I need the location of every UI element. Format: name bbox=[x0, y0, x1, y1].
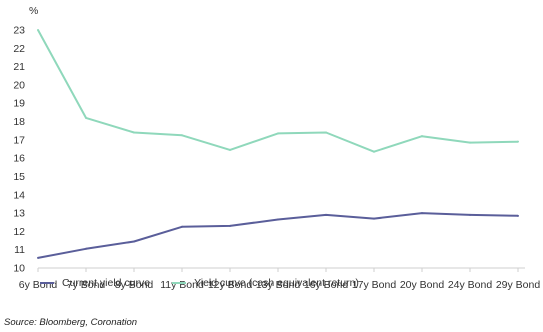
y-tick-label: 16 bbox=[13, 153, 25, 165]
x-tick-label: 11y Bond bbox=[160, 279, 204, 291]
y-tick-label: 23 bbox=[13, 25, 25, 37]
x-tick-label: 8y Bond bbox=[115, 279, 154, 291]
data-point bbox=[181, 225, 183, 228]
data-point bbox=[325, 131, 327, 134]
y-unit-label: % bbox=[29, 5, 38, 17]
data-point bbox=[373, 150, 375, 153]
data-point bbox=[133, 131, 135, 134]
data-point bbox=[421, 135, 423, 138]
legend: Current yield curve Yield curve (cash eq… bbox=[40, 277, 359, 289]
legend-swatch-cash-equivalent bbox=[172, 282, 187, 284]
y-tick-label: 17 bbox=[13, 134, 25, 146]
data-point bbox=[469, 213, 471, 216]
y-tick-label: 20 bbox=[13, 79, 25, 91]
data-point bbox=[181, 134, 183, 137]
data-point bbox=[277, 132, 279, 135]
x-tick-label: 16y Bond bbox=[304, 279, 349, 291]
x-tick-label: 29y Bond bbox=[496, 279, 541, 291]
y-axis: 10 11 12 13 14 15 16 17 18 19 20 21 22 23 bbox=[13, 25, 25, 275]
x-tick-label: 7y Bond bbox=[67, 279, 106, 291]
x-tick-label: 20y Bond bbox=[400, 279, 445, 291]
x-axis: 6y Bond 7y Bond 8y Bond 11y Bond 12y Bond 13y… bbox=[19, 268, 541, 291]
y-tick-label: 19 bbox=[13, 98, 25, 110]
legend-swatch-current bbox=[40, 282, 54, 284]
data-point bbox=[37, 29, 39, 31]
data-point bbox=[373, 217, 375, 220]
x-tick-label: 17y Bond bbox=[352, 279, 397, 291]
y-tick-label: 22 bbox=[13, 43, 25, 55]
data-point bbox=[517, 214, 519, 217]
y-tick-label: 18 bbox=[13, 116, 25, 128]
legend-label-current: Current yield curve bbox=[62, 277, 151, 289]
y-tick-label: 12 bbox=[13, 226, 25, 238]
x-tick-label: 24y Bond bbox=[448, 279, 493, 291]
legend-label-cash-equivalent: Yield curve (cash equivalent return) bbox=[194, 277, 359, 289]
data-point bbox=[229, 224, 231, 227]
y-tick-label: 14 bbox=[13, 189, 25, 201]
y-tick-label: 10 bbox=[13, 263, 25, 275]
data-point bbox=[133, 240, 135, 243]
data-point bbox=[37, 256, 39, 259]
data-point bbox=[469, 141, 471, 144]
x-tick-label: 12y Bond bbox=[208, 279, 253, 291]
y-tick-label: 21 bbox=[13, 61, 25, 73]
legend-item-cash-equivalent: Yield curve (cash equivalent return) bbox=[172, 277, 359, 289]
x-tick-label: 13y Bond bbox=[256, 279, 301, 291]
data-point bbox=[229, 148, 231, 151]
legend-item-current: Current yield curve bbox=[40, 277, 150, 289]
y-tick-label: 11 bbox=[14, 244, 25, 256]
y-tick-label: 15 bbox=[13, 171, 25, 183]
y-tick-label: 13 bbox=[13, 208, 25, 220]
series-lines bbox=[37, 29, 519, 259]
data-point bbox=[85, 247, 87, 250]
data-point bbox=[277, 218, 279, 221]
data-point bbox=[517, 140, 519, 143]
data-point bbox=[325, 213, 327, 216]
source-note: Source: Bloomberg, Coronation bbox=[4, 317, 138, 328]
data-point bbox=[85, 116, 87, 119]
data-point bbox=[421, 212, 423, 215]
